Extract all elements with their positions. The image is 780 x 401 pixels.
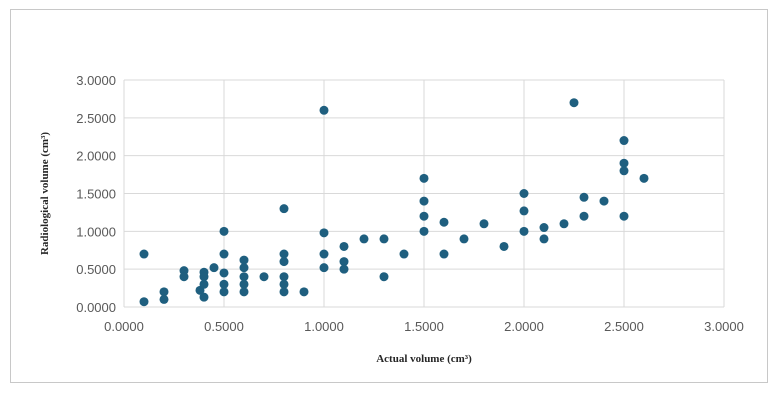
data-point <box>379 272 389 282</box>
y-tick-label: 1.0000 <box>76 224 116 239</box>
data-point <box>419 226 429 236</box>
data-point <box>279 279 289 289</box>
x-tick-label: 2.5000 <box>604 319 644 334</box>
data-point <box>319 228 329 238</box>
data-point <box>599 196 609 206</box>
data-point <box>239 255 249 265</box>
data-point <box>339 257 349 267</box>
data-point <box>379 234 389 244</box>
x-tick-label: 2.0000 <box>504 319 544 334</box>
data-point <box>619 136 629 146</box>
y-axis-title: Radiological volume (cm³) <box>39 132 51 255</box>
y-tick-label: 2.0000 <box>76 149 116 164</box>
data-point <box>439 217 449 227</box>
x-tick-labels: 0.0000 0.5000 1.0000 1.5000 2.0000 2.5000 3.00… <box>104 319 744 334</box>
data-point <box>539 223 549 233</box>
data-point <box>219 287 229 297</box>
data-point <box>439 249 449 259</box>
data-point <box>259 272 269 282</box>
y-tick-label: 3.0000 <box>76 73 116 88</box>
data-point <box>639 173 649 183</box>
x-tick-label: 1.0000 <box>304 319 344 334</box>
data-point <box>299 287 309 297</box>
data-point <box>569 98 579 108</box>
data-point <box>419 173 429 183</box>
data-point <box>199 292 209 302</box>
data-point <box>619 166 629 176</box>
y-tick-label: 0.5000 <box>76 262 116 277</box>
data-point <box>519 206 529 216</box>
data-point <box>339 241 349 251</box>
data-point <box>519 189 529 198</box>
data-point <box>219 226 229 236</box>
data-point <box>479 219 489 229</box>
data-point <box>279 249 289 259</box>
data-point <box>419 211 429 221</box>
x-tick-label: 0.5000 <box>204 319 244 334</box>
data-point <box>239 272 249 282</box>
data-point <box>559 219 569 229</box>
data-point <box>319 263 329 273</box>
gridlines <box>123 79 725 308</box>
data-point <box>199 279 209 289</box>
x-tick-label: 1.5000 <box>404 319 444 334</box>
data-point <box>539 234 549 244</box>
data-point <box>279 272 289 282</box>
data-point <box>219 249 229 259</box>
data-point <box>579 192 589 202</box>
data-point <box>159 294 169 304</box>
data-point <box>319 249 329 259</box>
data-point <box>339 264 349 274</box>
x-tick-label: 0.0000 <box>104 319 144 334</box>
data-point <box>139 249 149 259</box>
chart-frame <box>10 9 768 383</box>
y-tick-label: 0.0000 <box>76 300 116 315</box>
data-point <box>619 158 629 168</box>
data-point <box>159 287 169 297</box>
y-tick-label: 1.5000 <box>76 187 116 202</box>
data-point <box>179 272 189 282</box>
data-point <box>319 105 329 115</box>
data-point <box>459 234 469 244</box>
data-point <box>279 257 289 267</box>
data-point <box>619 211 629 221</box>
data-points <box>139 98 649 307</box>
data-point <box>239 279 249 289</box>
y-tick-labels: 0.0000 0.5000 1.0000 1.5000 2.0000 2.5000 3.00… <box>76 73 116 315</box>
data-point <box>199 272 209 282</box>
data-point <box>579 211 589 221</box>
data-point <box>209 263 219 273</box>
data-point <box>279 287 289 297</box>
data-point <box>359 234 369 244</box>
data-point <box>519 226 529 236</box>
data-point <box>219 279 229 289</box>
x-axis-title: Actual volume (cm³) <box>376 353 472 365</box>
data-point <box>499 241 509 251</box>
data-point <box>219 268 229 278</box>
data-point <box>239 263 249 273</box>
data-point <box>279 204 289 214</box>
y-tick-label: 2.5000 <box>76 111 116 126</box>
data-point <box>419 196 429 206</box>
data-point <box>139 297 149 307</box>
data-point <box>239 287 249 297</box>
data-point <box>399 249 409 259</box>
x-tick-label: 3.0000 <box>704 319 744 334</box>
